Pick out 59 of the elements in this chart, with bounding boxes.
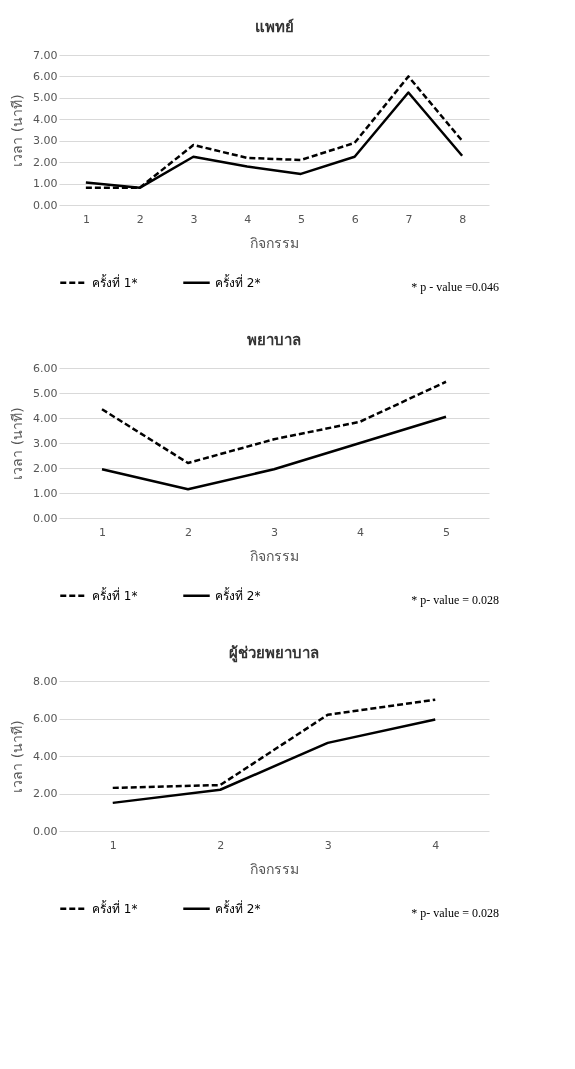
- x-tick-label: 1: [82, 212, 90, 226]
- y-tick-label: 3.00: [33, 134, 58, 148]
- y-axis-title: เวลา (นาที): [9, 720, 26, 793]
- y-tick-label: 5.00: [33, 386, 58, 400]
- legend-label: ครั้งที่ 1*: [92, 273, 138, 290]
- x-tick-label: 7: [405, 212, 413, 226]
- text: * p- value = 0.028: [411, 906, 499, 920]
- x-tick-label: 2: [217, 838, 225, 852]
- y-tick-label: 1.00: [33, 177, 58, 191]
- chart-title: ผู้ช่วยพยาบาล: [229, 644, 319, 663]
- y-tick-label: 0.00: [33, 198, 58, 212]
- line-series: [100, 415, 448, 491]
- x-tick-label: 5: [297, 212, 305, 226]
- y-tick-label: 3.00: [33, 436, 58, 450]
- x-tick-label: 4: [357, 525, 364, 539]
- x-tick-label: 3: [271, 525, 278, 539]
- x-tick-label: 1: [109, 838, 117, 852]
- x-tick-label: 2: [185, 525, 192, 539]
- line-series: [111, 718, 437, 805]
- x-tick-label: 6: [351, 212, 359, 226]
- y-tick-label: 8.00: [33, 674, 58, 688]
- legend-label: ครั้งที่ 2*: [215, 899, 261, 916]
- legend-label: ครั้งที่ 2*: [215, 273, 261, 290]
- text: * p - value =0.046: [411, 280, 499, 294]
- text: * p- value = 0.028: [411, 593, 499, 607]
- y-tick-label: 0.00: [33, 824, 58, 838]
- x-tick-label: 5: [443, 525, 450, 539]
- x-tick-label: 4: [244, 212, 252, 226]
- line-series: [100, 380, 448, 465]
- y-tick-label: 4.00: [33, 411, 58, 425]
- y-tick-label: 5.00: [33, 91, 58, 105]
- y-axis-title: เวลา (นาที): [9, 407, 26, 480]
- x-tick-label: 3: [324, 838, 332, 852]
- y-tick-label: 4.00: [33, 112, 58, 126]
- y-tick-label: 2.00: [33, 787, 58, 800]
- x-axis-title: กิจกรรม: [250, 234, 299, 251]
- legend-label: ครั้งที่ 2*: [215, 586, 261, 603]
- x-tick-label: 1: [99, 525, 106, 539]
- legend-label: ครั้งที่ 1*: [92, 899, 138, 916]
- y-tick-label: 0.00: [33, 511, 58, 525]
- x-axis-title: กิจกรรม: [250, 547, 299, 564]
- x-tick-label: 3: [190, 212, 198, 226]
- y-tick-label: 6.00: [33, 69, 58, 83]
- x-tick-label: 4: [432, 838, 440, 852]
- x-tick-label: 8: [459, 212, 467, 226]
- line-series: [111, 698, 437, 790]
- y-tick-label: 2.00: [33, 155, 58, 169]
- y-tick-label: 1.00: [33, 486, 58, 500]
- y-axis-title: เวลา (นาที): [9, 94, 26, 167]
- chart-title: แพทย์: [254, 18, 294, 36]
- chart-title: พยาบาล: [247, 331, 301, 349]
- x-axis-title: กิจกรรม: [250, 860, 299, 877]
- y-tick-label: 2.00: [33, 461, 58, 475]
- y-tick-label: 4.00: [33, 749, 58, 763]
- legend-label: ครั้งที่ 1*: [92, 586, 138, 603]
- x-tick-label: 2: [136, 212, 144, 226]
- y-tick-label: 7.00: [33, 48, 58, 62]
- y-tick-label: 6.00: [33, 712, 58, 725]
- y-tick-label: 6.00: [33, 361, 58, 375]
